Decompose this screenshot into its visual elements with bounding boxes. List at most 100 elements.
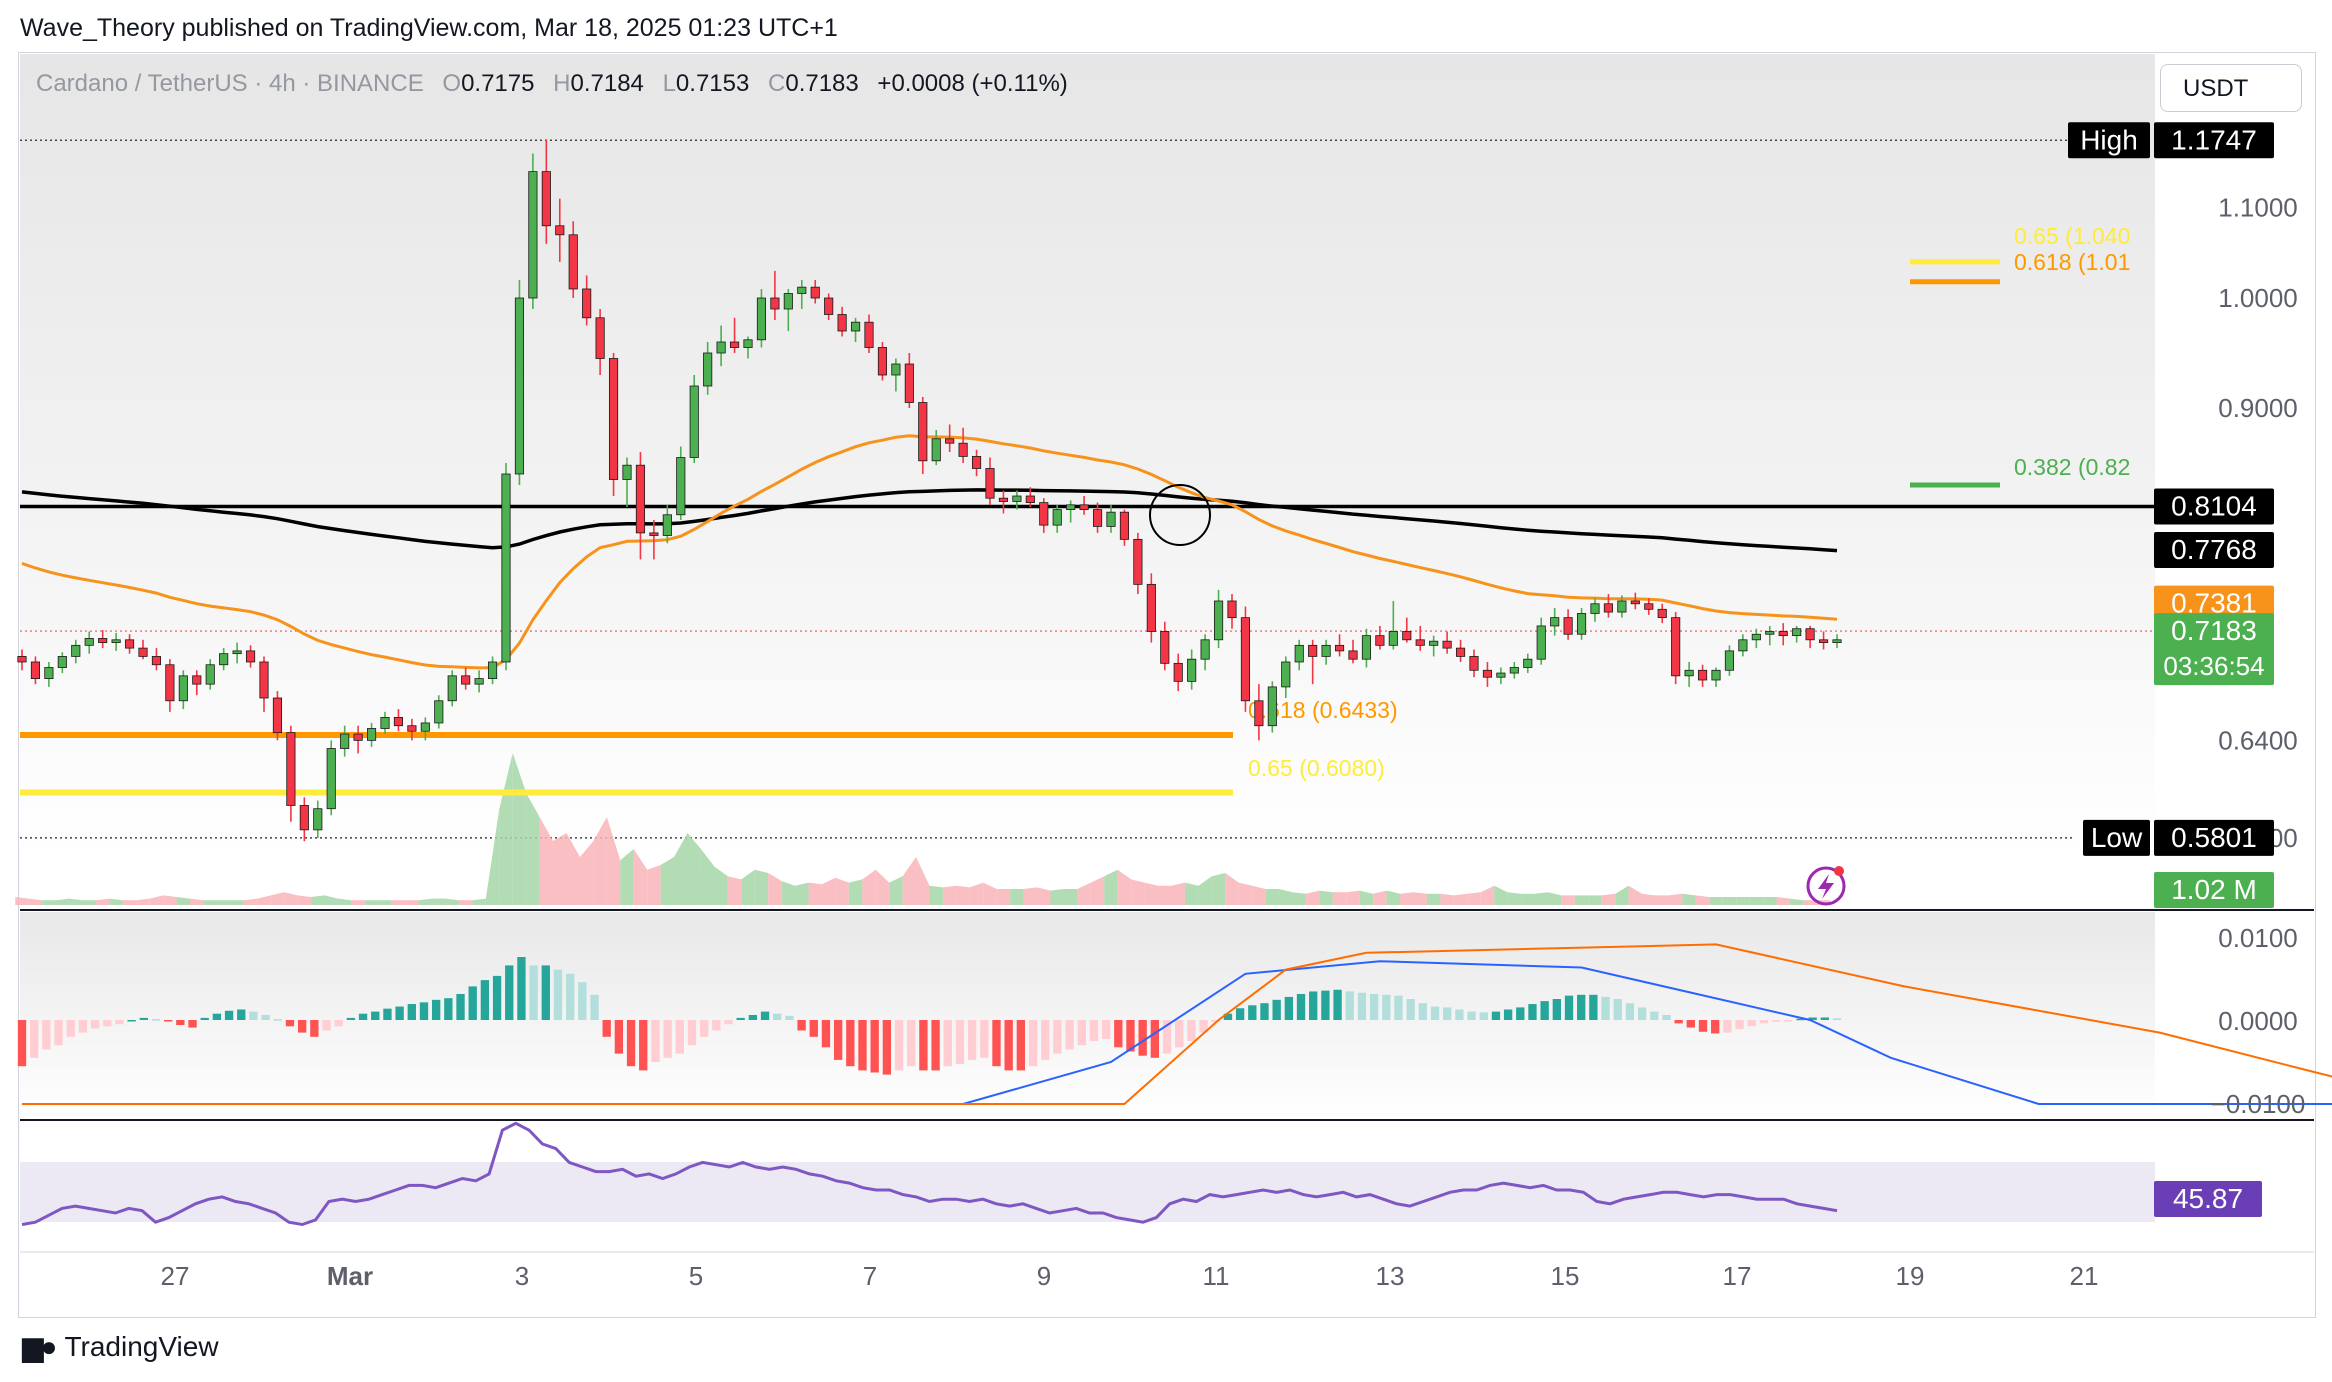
volume-bar xyxy=(1305,890,1320,905)
candle-body xyxy=(1657,608,1667,619)
candle-body xyxy=(30,661,41,679)
candle-body xyxy=(729,341,740,348)
volume-value-label: 1.02 M xyxy=(2171,874,2257,905)
candle-body xyxy=(1415,639,1425,646)
volume-bar xyxy=(1252,885,1266,905)
volume-bar xyxy=(230,900,244,905)
price-tick-label: 0.6400 xyxy=(2218,725,2298,755)
volume-bar xyxy=(526,793,540,905)
volume-bar xyxy=(1346,890,1360,905)
macd-histogram-bar xyxy=(1820,1017,1829,1020)
macd-histogram-bar xyxy=(736,1017,745,1020)
macd-pane xyxy=(17,943,2332,1105)
volume-bar xyxy=(1803,900,1817,905)
macd-histogram-bar xyxy=(797,1020,806,1031)
volume-bar xyxy=(1386,890,1401,905)
volume-bar xyxy=(1104,869,1118,905)
candle-body xyxy=(1523,658,1533,668)
volume-bar xyxy=(1440,893,1454,905)
macd-histogram-bar xyxy=(431,999,441,1020)
date-tick-label: 3 xyxy=(515,1261,529,1291)
macd-histogram-bar xyxy=(1430,1006,1440,1020)
candle-body xyxy=(178,675,188,702)
macd-histogram-bar xyxy=(724,1020,733,1025)
candle-body xyxy=(1792,628,1802,637)
macd-histogram-bar xyxy=(1479,1012,1488,1020)
lightning-bolt-icon xyxy=(1818,874,1834,899)
macd-histogram-bar xyxy=(1564,995,1574,1020)
volume-bar xyxy=(1655,895,1669,905)
volume-bar xyxy=(875,869,890,905)
volume-bar xyxy=(1292,892,1306,905)
macd-histogram-bar xyxy=(90,1020,100,1029)
price-label-last xyxy=(2154,613,2274,686)
candle-body xyxy=(420,722,430,732)
currency-button[interactable]: USDT xyxy=(2160,64,2302,112)
volume-bar xyxy=(1426,893,1441,905)
volume-bar xyxy=(297,895,312,905)
candle-body xyxy=(340,733,350,749)
volume-bar xyxy=(28,898,43,905)
candle-body xyxy=(1133,538,1143,585)
volume-bar xyxy=(1063,889,1078,905)
date-tick-label: 27 xyxy=(161,1261,190,1291)
date-tick-label: 7 xyxy=(863,1261,877,1291)
macd-histogram-bar xyxy=(54,1020,63,1046)
candle-body xyxy=(1630,600,1640,605)
macd-histogram-bar xyxy=(346,1017,356,1020)
candle-body xyxy=(232,650,242,655)
macd-histogram-bar xyxy=(371,1011,380,1020)
candle-body xyxy=(877,347,888,376)
candle-body xyxy=(1576,613,1587,635)
macd-histogram-bar xyxy=(1382,994,1391,1020)
macd-histogram-bar xyxy=(1711,1020,1720,1034)
candle-body xyxy=(662,514,672,536)
candle-body xyxy=(205,664,215,685)
candle-body xyxy=(1361,635,1372,660)
volume-bar xyxy=(1789,898,1804,905)
volume-bar xyxy=(1211,873,1226,905)
volume-bar xyxy=(458,900,473,905)
candle-body xyxy=(1644,603,1654,610)
chart-grid xyxy=(20,139,2314,1253)
publisher-caption: Wave_Theory published on TradingView.com… xyxy=(20,14,838,42)
macd-histogram-bar xyxy=(261,1014,270,1020)
macd-histogram-bar xyxy=(1796,1018,1805,1021)
macd-histogram-bar xyxy=(833,1020,843,1060)
macd-histogram-bar xyxy=(66,1020,75,1037)
volume-bar xyxy=(1265,889,1280,905)
fib-label: 0.618 (1.01 xyxy=(2014,249,2130,275)
candle-body xyxy=(326,748,336,810)
macd-histogram-bar xyxy=(1114,1020,1123,1048)
price-tick-label: 1.0000 xyxy=(2218,283,2298,313)
candle-body xyxy=(958,442,968,457)
tradingview-logo[interactable]: ▆● TradingView xyxy=(22,1330,219,1363)
candle-body xyxy=(891,363,901,376)
candle-body xyxy=(797,286,807,294)
macd-histogram-bar xyxy=(1260,1003,1269,1020)
volume-bar xyxy=(754,869,769,905)
candle-body xyxy=(501,473,511,663)
price-label-tag xyxy=(2068,122,2150,159)
candle-body xyxy=(1200,639,1210,660)
candle-body xyxy=(286,732,296,806)
macd-histogram-bar xyxy=(200,1017,209,1020)
macd-histogram-bar xyxy=(541,965,550,1020)
candle-body xyxy=(71,644,81,657)
macd-histogram-bar xyxy=(1503,1009,1513,1020)
macd-histogram-bar xyxy=(1735,1020,1744,1030)
candle-body xyxy=(1671,617,1681,677)
macd-histogram-bar xyxy=(1296,993,1306,1020)
candle-body xyxy=(1832,639,1842,643)
price-label-value: 0.5801 xyxy=(2171,822,2257,853)
macd-histogram-bar xyxy=(870,1020,879,1073)
macd-histogram-bar xyxy=(395,1006,404,1020)
candle-body xyxy=(528,171,538,299)
candle-body xyxy=(447,675,457,702)
candle-body xyxy=(1805,628,1815,641)
volume-bar xyxy=(243,898,258,905)
volume-bar xyxy=(929,885,943,905)
high-value: 0.7184 xyxy=(570,70,644,97)
volume-bar xyxy=(902,857,917,905)
